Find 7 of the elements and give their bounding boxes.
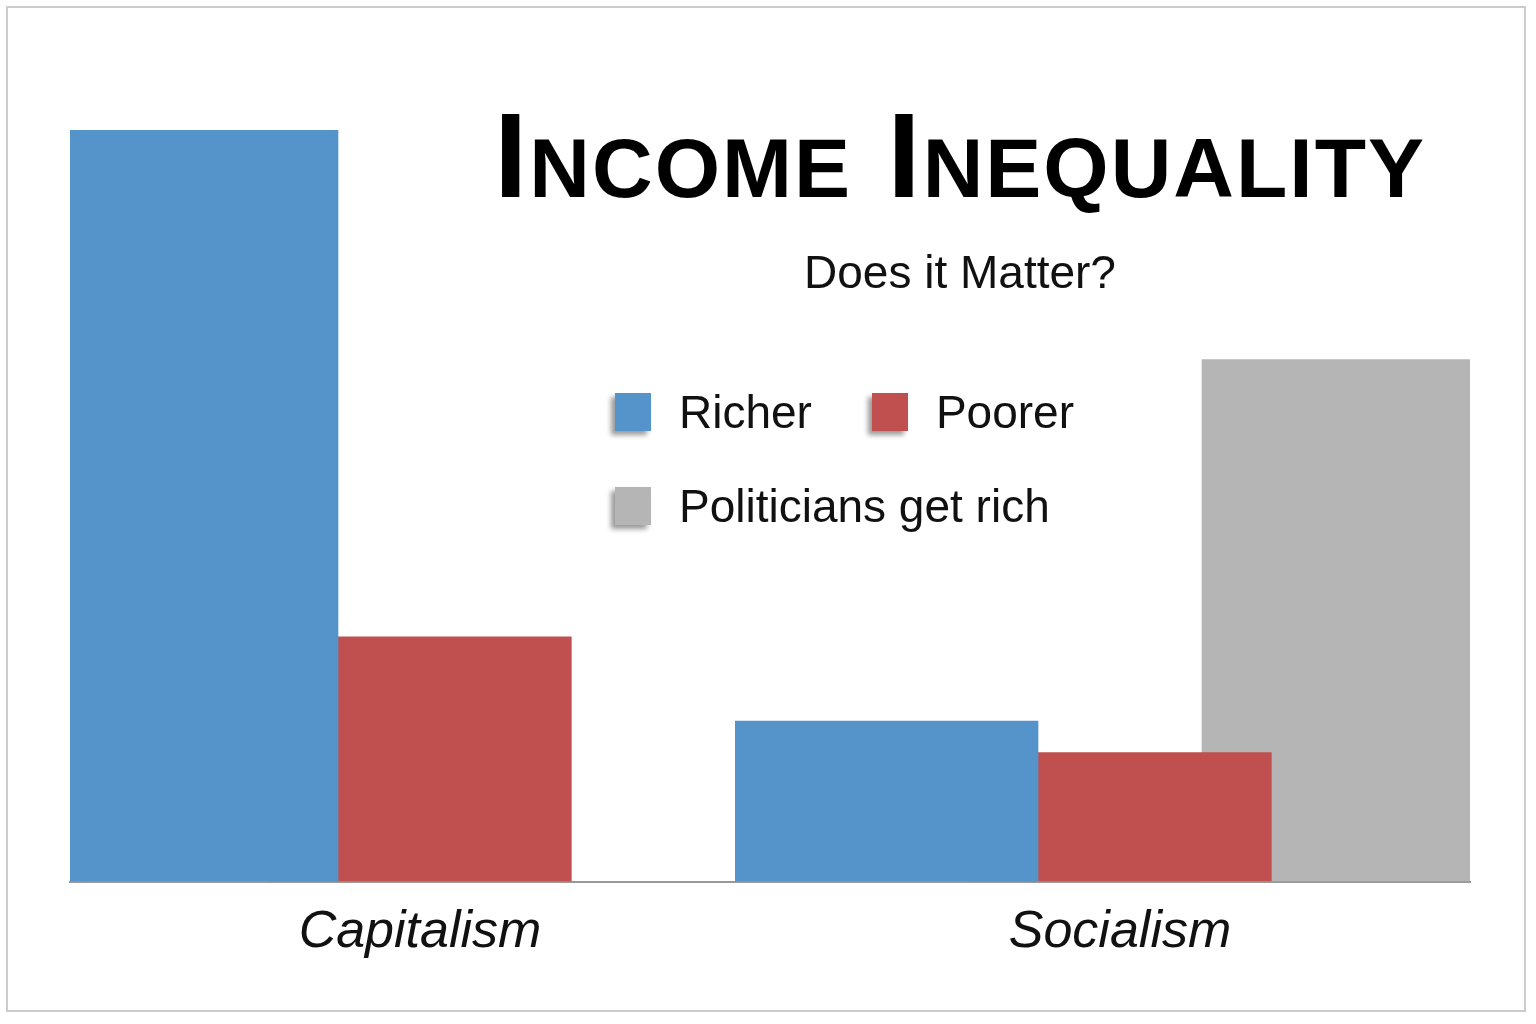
legend-label: Poorer xyxy=(935,385,1075,439)
x-tick-label: Socialism xyxy=(1008,900,1232,959)
chart-title: Income Inequality xyxy=(493,87,1427,224)
legend-label: Politicians get rich xyxy=(679,479,1050,533)
x-tick-label: Capitalism xyxy=(298,900,542,959)
legend-label: Richer xyxy=(679,385,812,439)
text: Does it Matter? xyxy=(803,245,1117,299)
